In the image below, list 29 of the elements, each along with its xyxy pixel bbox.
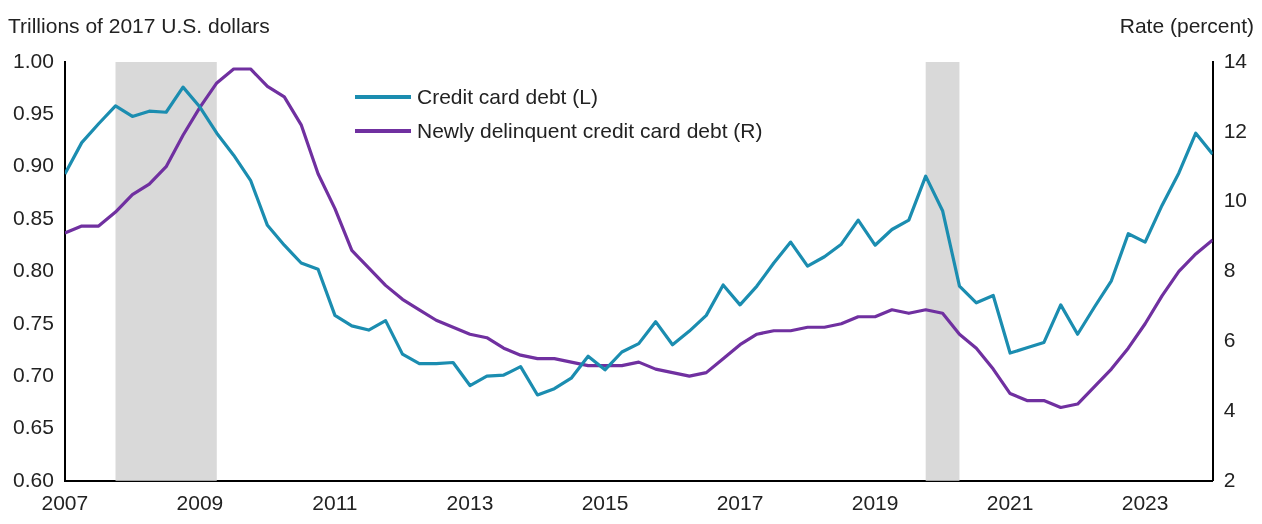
y-tick-label: 0.90 bbox=[13, 153, 54, 177]
y-tick-label: 0.65 bbox=[13, 415, 54, 439]
y2-tick-label: 6 bbox=[1223, 328, 1236, 351]
y2-axis-title: Rate (percent) bbox=[1119, 14, 1254, 38]
y-axis-title: Trillions of 2017 U.S. dollars bbox=[8, 14, 270, 38]
y2-tick-label: 8 bbox=[1223, 258, 1236, 282]
y-tick-label: 0.60 bbox=[13, 467, 54, 491]
x-tick-label: 2007 bbox=[41, 491, 89, 515]
y-tick-label: 0.70 bbox=[13, 362, 54, 386]
x-tick-label: 2021 bbox=[986, 491, 1034, 515]
x-tick-label: 2023 bbox=[1121, 491, 1169, 515]
y2-tick-label: 12 bbox=[1223, 118, 1247, 142]
x-tick-label: 2013 bbox=[446, 491, 494, 515]
x-tick-label: 2017 bbox=[716, 491, 764, 515]
x-tick-label: 2011 bbox=[312, 491, 358, 515]
y2-tick-label: 10 bbox=[1223, 188, 1247, 212]
y2-tick-label: 4 bbox=[1223, 397, 1236, 421]
y-tick-label: 0.80 bbox=[13, 258, 54, 282]
legend-label: Newly delinquent credit card debt (R) bbox=[417, 119, 763, 143]
x-tick-label: 2019 bbox=[851, 491, 899, 515]
x-tick-label: 2009 bbox=[176, 491, 224, 515]
y-tick-label: 0.85 bbox=[13, 205, 54, 229]
y-tick-label: 0.75 bbox=[13, 310, 54, 334]
y-tick-label: 1.00 bbox=[13, 48, 54, 72]
y2-tick-label: 2 bbox=[1223, 467, 1236, 491]
y-tick-label: 0.95 bbox=[13, 101, 54, 125]
y2-tick-label: 14 bbox=[1223, 48, 1248, 72]
x-tick-label: 2015 bbox=[581, 491, 629, 515]
legend-label: Credit card debt (L) bbox=[417, 85, 598, 109]
